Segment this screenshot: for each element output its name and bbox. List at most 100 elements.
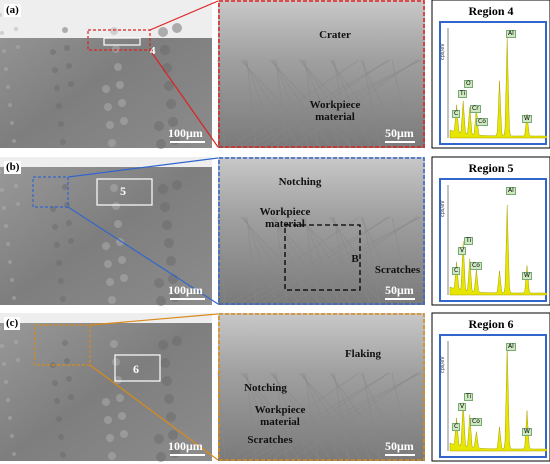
texture [56, 260, 62, 266]
texture [166, 99, 176, 109]
eds-title: Region 4 [468, 4, 514, 18]
texture [14, 340, 18, 344]
texture [64, 358, 70, 364]
region-number: 4 [150, 45, 156, 57]
texture [217, 59, 226, 149]
texture [58, 434, 64, 440]
texture [106, 434, 114, 442]
texture [118, 412, 126, 420]
texture [290, 59, 418, 149]
texture [268, 216, 420, 306]
texture [56, 103, 62, 109]
texture [6, 242, 10, 246]
texture [52, 380, 58, 386]
panel-label: (c) [4, 317, 21, 330]
texture [2, 206, 6, 210]
eds-title: Region 5 [468, 161, 514, 175]
texture [268, 372, 420, 462]
texture [108, 452, 116, 460]
texture [168, 430, 178, 440]
texture [12, 296, 16, 300]
eds-peak-label: Ti [464, 237, 474, 245]
texture [102, 85, 110, 93]
texture [108, 139, 116, 147]
texture [60, 139, 66, 145]
region-box [103, 37, 141, 46]
texture [0, 31, 4, 35]
texture [166, 412, 176, 422]
texture [114, 376, 122, 384]
texture [360, 216, 403, 306]
annotation: Workpiece material [309, 99, 361, 123]
texture [217, 372, 226, 462]
texture [12, 452, 16, 456]
texture [52, 67, 58, 73]
texture [106, 121, 114, 129]
texture [120, 274, 128, 282]
texture [68, 81, 74, 87]
texture [66, 220, 72, 226]
texture [246, 216, 257, 306]
texture [112, 45, 120, 53]
panel-label: (b) [4, 161, 22, 174]
texture [244, 59, 279, 149]
connector [67, 206, 219, 305]
scale-label: 100μm [168, 439, 203, 453]
texture [104, 260, 112, 268]
texture [172, 23, 182, 33]
eds-peak-label: Co [470, 418, 482, 426]
texture [62, 340, 68, 346]
zoom-frame [218, 0, 425, 148]
sem-background [0, 313, 212, 323]
texture [246, 372, 422, 462]
texture [329, 59, 394, 149]
texture [114, 220, 122, 228]
texture [271, 372, 332, 462]
eds-peak-label: C [452, 267, 461, 275]
texture [160, 358, 170, 368]
texture [329, 372, 394, 462]
texture [106, 278, 114, 286]
texture [16, 358, 20, 362]
texture [0, 344, 4, 348]
texture [246, 59, 422, 149]
scale-label: 50μm [385, 126, 414, 140]
eds-peak-label: Co [470, 262, 482, 270]
connector [89, 313, 219, 326]
texture [259, 59, 389, 149]
texture [217, 216, 226, 306]
texture [164, 238, 174, 248]
texture [110, 27, 118, 35]
texture [259, 372, 389, 462]
texture [114, 63, 122, 71]
texture [156, 296, 166, 306]
texture [240, 372, 323, 462]
annotation: Flaking [344, 348, 382, 360]
texture [8, 416, 12, 420]
eds-peak-label: O [464, 80, 473, 88]
eds-peak-label: Ti [464, 393, 474, 401]
texture [102, 242, 110, 250]
texture [4, 67, 8, 71]
texture [12, 139, 16, 143]
texture [300, 372, 363, 462]
eds-title: Region 6 [468, 317, 514, 331]
texture [331, 372, 372, 462]
texture [8, 260, 12, 264]
texture [10, 434, 14, 438]
texture [154, 121, 164, 131]
region-b-box [284, 224, 361, 291]
texture [302, 372, 341, 462]
region-box [114, 354, 161, 382]
texture [162, 220, 172, 230]
texture [168, 117, 178, 127]
eds-peak-label: V [458, 403, 467, 411]
eds-peak-label: W [522, 272, 532, 280]
texture [237, 59, 391, 149]
texture [120, 430, 128, 438]
eds-spectrum [449, 204, 548, 296]
eds-peak-label: Co [476, 118, 488, 126]
annotation: Scratches [247, 434, 293, 446]
texture [54, 85, 60, 91]
